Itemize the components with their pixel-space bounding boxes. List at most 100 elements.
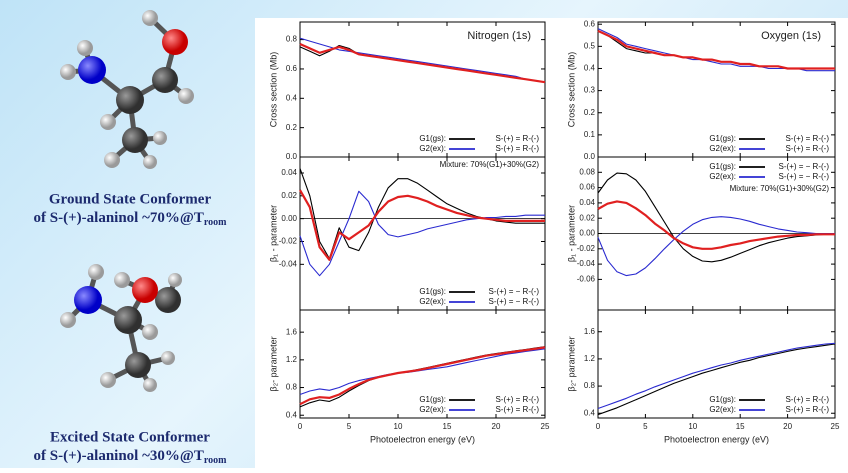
y-tick-label: 0.02 <box>281 191 297 200</box>
y-tick-label: 0.08 <box>579 167 595 176</box>
y-axis-label: β₁ - parameter <box>268 205 278 262</box>
x-tick-label: 25 <box>831 422 840 431</box>
caption-subscript: room <box>204 455 227 466</box>
y-tick-label: 0.00 <box>579 229 595 238</box>
panel-title: Oxygen (1s) <box>761 30 821 42</box>
y-tick-label: 0.8 <box>286 35 298 44</box>
x-tick-label: 25 <box>541 422 550 431</box>
molecule-ground <box>60 10 194 169</box>
caption-text: of S-(+)-alaninol ~70%@T <box>34 210 204 226</box>
y-tick-label: -0.02 <box>577 244 596 253</box>
annotation: Mixture: 70%(G1)+30%(G2) <box>730 184 830 193</box>
legend-label: G2(ex): <box>709 405 736 414</box>
legend-note: S-(+) = − R-(-) <box>779 172 830 181</box>
caption-line: of S-(+)-alaninol ~70%@Troom <box>34 210 228 228</box>
y-tick-label: 0.8 <box>286 383 298 392</box>
y-tick-label: 0.3 <box>584 86 596 95</box>
legend-label: G2(ex): <box>709 172 736 181</box>
y-tick-label: 0.2 <box>584 108 596 117</box>
x-tick-label: 10 <box>688 422 697 431</box>
y-tick-label: 0.8 <box>584 381 596 390</box>
data-line <box>597 342 836 410</box>
x-tick-label: 20 <box>783 422 792 431</box>
y-axis-label: β₁ - parameter <box>566 205 576 262</box>
data-line <box>299 42 546 84</box>
caption-title: Excited State Conformer <box>50 429 210 445</box>
panel-frame <box>597 309 836 419</box>
legend-note: S-(+) = R-(-) <box>785 405 829 414</box>
y-tick-label: 0.04 <box>281 168 297 177</box>
data-line <box>597 216 835 277</box>
legend-note: S-(+) = R-(-) <box>785 134 829 143</box>
legend-note: S-(+) = R-(-) <box>785 144 829 153</box>
legend-label: G2(ex): <box>419 405 446 414</box>
y-tick-label: 0.4 <box>286 410 298 419</box>
data-line <box>597 29 835 70</box>
y-axis-label: Cross section (Mb) <box>566 52 576 128</box>
x-tick-label: 10 <box>394 422 403 431</box>
y-tick-label: 1.2 <box>286 355 298 364</box>
legend-note: S-(+) = − R-(-) <box>779 162 830 171</box>
data-line <box>597 172 835 263</box>
y-axis-label: Cross section (Mb) <box>268 52 278 128</box>
data-line <box>597 200 835 250</box>
legend-note: S-(+) = − R-(-) <box>489 287 540 296</box>
plot-background <box>255 18 848 468</box>
y-axis-label: β₂- parameter <box>268 336 278 391</box>
legend-note: S-(+) = R-(-) <box>495 395 539 404</box>
y-tick-label: 0.04 <box>579 198 595 207</box>
y-tick-label: 0.00 <box>281 214 297 223</box>
legend-label: G1(gs): <box>419 287 446 296</box>
data-line <box>299 168 545 260</box>
legend-label: G2(ex): <box>419 144 446 153</box>
y-tick-label: -0.02 <box>279 237 298 246</box>
caption-subscript: room <box>204 217 227 228</box>
legend-note: S-(+) = − R-(-) <box>489 297 540 306</box>
legend-note: S-(+) = R-(-) <box>495 134 539 143</box>
y-tick-label: 1.6 <box>286 327 298 336</box>
y-tick-label: -0.06 <box>577 275 596 284</box>
y-tick-label: 0.5 <box>584 41 596 50</box>
x-tick-label: 20 <box>492 422 501 431</box>
y-tick-label: 1.2 <box>584 354 596 363</box>
y-axis-label: β₂- parameter <box>566 336 576 391</box>
data-line <box>299 346 546 406</box>
caption-line: of S-(+)-alaninol ~30%@Troom <box>34 448 228 466</box>
legend-note: S-(+) = R-(-) <box>495 144 539 153</box>
molecule-excited <box>60 264 182 392</box>
y-tick-label: 0.06 <box>579 183 595 192</box>
x-tick-label: 15 <box>736 422 745 431</box>
y-tick-label: 0.0 <box>286 152 298 161</box>
legend-label: G1(gs): <box>709 162 736 171</box>
y-tick-label: 1.6 <box>584 327 596 336</box>
x-tick-label: 15 <box>443 422 452 431</box>
panel-frame <box>299 309 546 419</box>
x-tick-label: 0 <box>298 422 303 431</box>
legend-label: G1(gs): <box>419 134 446 143</box>
data-line <box>597 343 836 416</box>
y-tick-label: 0.1 <box>584 130 596 139</box>
caption-title: Ground State Conformer <box>49 191 212 207</box>
y-tick-label: 0.0 <box>584 152 596 161</box>
x-axis-label: Photoelectron energy (eV) <box>370 434 475 444</box>
y-tick-label: 0.4 <box>584 64 596 73</box>
panel-title: Nitrogen (1s) <box>467 30 531 42</box>
annotation: Mixture: 70%(G1)+30%(G2) <box>440 160 540 169</box>
data-line <box>299 190 545 277</box>
legend-label: G1(gs): <box>709 134 736 143</box>
y-tick-label: 0.02 <box>579 213 595 222</box>
x-axis-label: Photoelectron energy (eV) <box>664 434 769 444</box>
y-tick-label: 0.6 <box>286 64 298 73</box>
x-tick-label: 5 <box>643 422 648 431</box>
x-tick-label: 0 <box>596 422 601 431</box>
legend-label: G2(ex): <box>709 144 736 153</box>
legend-label: G1(gs): <box>419 395 446 404</box>
y-tick-label: -0.04 <box>577 259 596 268</box>
legend-note: S-(+) = R-(-) <box>495 405 539 414</box>
y-tick-label: 0.4 <box>286 93 298 102</box>
y-tick-label: -0.04 <box>279 259 298 268</box>
x-tick-label: 5 <box>347 422 352 431</box>
caption-text: of S-(+)-alaninol ~30%@T <box>34 448 204 464</box>
